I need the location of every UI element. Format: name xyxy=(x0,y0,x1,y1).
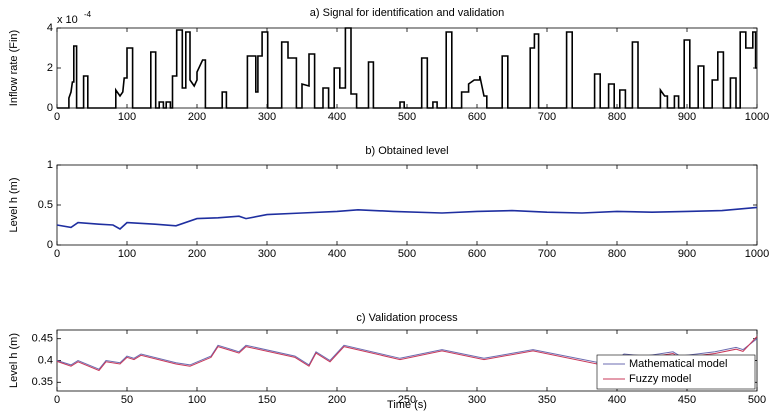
y-axis-label: Level h (m) xyxy=(8,177,20,232)
y-multiplier: x 10 xyxy=(57,14,78,26)
x-tick-label: 450 xyxy=(678,394,696,406)
y-tick-label: 0.4 xyxy=(38,354,53,366)
x-tick-label: 700 xyxy=(538,248,556,260)
x-tick-label: 100 xyxy=(118,248,136,260)
y-axis-label: Level h (m) xyxy=(8,333,20,388)
x-tick-label: 600 xyxy=(468,111,486,123)
x-tick-label: 400 xyxy=(608,394,626,406)
legend-box xyxy=(596,354,756,390)
x-tick-label: 350 xyxy=(538,394,556,406)
x-tick-label: 50 xyxy=(121,394,133,406)
y-tick-label: 0 xyxy=(47,102,53,114)
x-axis-label: Time (s) xyxy=(387,399,427,411)
y-multiplier-exponent: -4 xyxy=(84,10,92,19)
chart-title: c) Validation process xyxy=(356,312,458,324)
x-tick-label: 1000 xyxy=(745,248,769,260)
x-tick-label: 400 xyxy=(328,248,346,260)
x-tick-label: 500 xyxy=(748,394,766,406)
x-tick-label: 1000 xyxy=(745,111,769,123)
x-tick-label: 500 xyxy=(398,111,416,123)
x-tick-label: 0 xyxy=(54,248,60,260)
y-axis-label: Inflow rate (Fin) xyxy=(8,30,20,106)
x-tick-label: 800 xyxy=(608,111,626,123)
x-tick-label: 250 xyxy=(398,394,416,406)
x-tick-label: 500 xyxy=(398,248,416,260)
plot-area xyxy=(56,164,758,246)
y-tick-label: 1 xyxy=(47,159,53,171)
x-tick-label: 0 xyxy=(54,394,60,406)
x-tick-label: 200 xyxy=(188,248,206,260)
x-tick-label: 300 xyxy=(258,248,276,260)
x-tick-label: 600 xyxy=(468,248,486,260)
chart-title: a) Signal for identification and validat… xyxy=(310,7,504,19)
x-tick-label: 400 xyxy=(328,111,346,123)
x-tick-label: 700 xyxy=(538,111,556,123)
y-tick-label: 0 xyxy=(47,239,53,251)
x-tick-label: 800 xyxy=(608,248,626,260)
x-tick-label: 100 xyxy=(118,111,136,123)
data-line xyxy=(57,27,757,109)
data-line xyxy=(56,338,758,370)
plot-area xyxy=(56,27,758,109)
legend-label: Fuzzy model xyxy=(629,373,691,385)
x-tick-label: 200 xyxy=(328,394,346,406)
y-tick-label: 0.35 xyxy=(32,376,53,388)
y-tick-label: 4 xyxy=(47,22,53,34)
legend-label: Mathematical model xyxy=(629,358,727,370)
y-tick-label: 0.45 xyxy=(32,333,53,345)
x-tick-label: 900 xyxy=(678,248,696,260)
x-tick-label: 200 xyxy=(188,111,206,123)
y-tick-label: 0.5 xyxy=(38,199,53,211)
x-tick-label: 100 xyxy=(188,394,206,406)
chart-title: b) Obtained level xyxy=(365,145,448,157)
x-tick-label: 150 xyxy=(258,394,276,406)
x-tick-label: 300 xyxy=(468,394,486,406)
data-line xyxy=(56,206,758,230)
y-tick-label: 2 xyxy=(47,62,53,74)
x-tick-label: 0 xyxy=(54,111,60,123)
x-tick-label: 300 xyxy=(258,111,276,123)
x-tick-label: 900 xyxy=(678,111,696,123)
